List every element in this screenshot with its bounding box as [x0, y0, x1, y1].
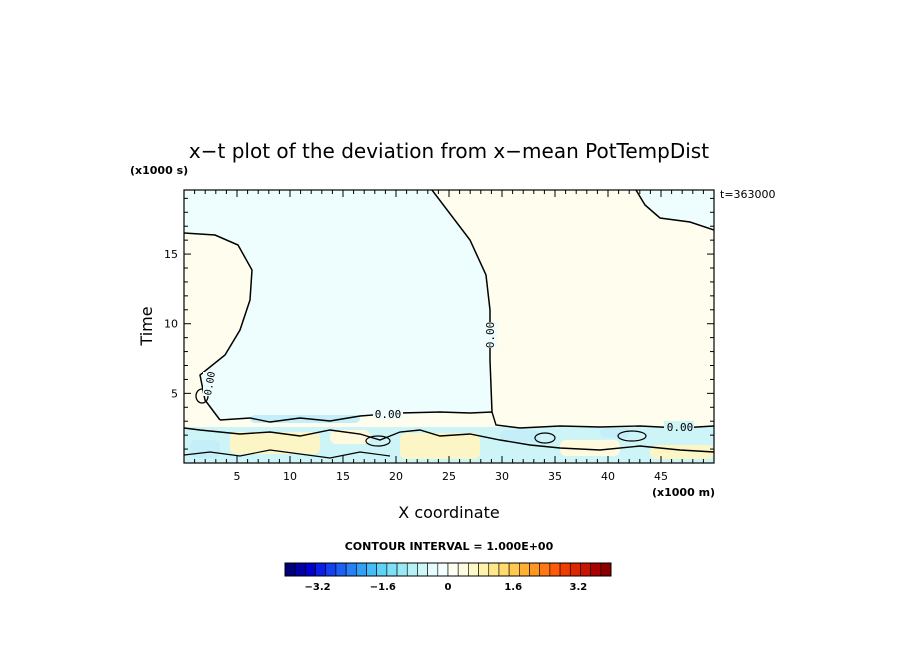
x-unit-label: (x1000 m) [652, 486, 715, 499]
band-patch [560, 440, 620, 456]
contour-label: 0.00 [375, 408, 402, 421]
y-tick-label: 15 [164, 248, 178, 261]
zero-contour-top-right [635, 190, 714, 231]
region-negative-upper-right [636, 190, 714, 230]
colorbar: −3.2 −1.6 0 1.6 3.2 [284, 562, 612, 593]
zero-contour-band-lower [184, 449, 391, 459]
colorbar-frame [284, 562, 612, 577]
colorbar-swatch [539, 562, 551, 577]
band-patch [500, 430, 540, 442]
band-patch [400, 433, 480, 459]
colorbar-swatch [356, 562, 367, 577]
x-tick-label: 25 [442, 470, 456, 483]
colorbar-swatch [519, 562, 530, 577]
contour-label: 0.00 [667, 421, 694, 434]
time-annotation: t=363000 [720, 188, 776, 201]
colorbar-swatch [457, 562, 469, 577]
colorbar-swatch [590, 562, 602, 577]
region-negative-upper-left [184, 190, 492, 420]
x-tick-label: 30 [495, 470, 509, 483]
colorbar-swatch [529, 562, 540, 577]
colorbar-swatch [335, 562, 347, 577]
band-patch [190, 440, 220, 458]
y-unit-label: (x1000 s) [130, 164, 188, 177]
colorbar-tick-label: −3.2 [305, 582, 331, 593]
colorbar-swatch [305, 562, 316, 577]
colorbar-swatch [294, 562, 306, 577]
colorbar-swatch [396, 562, 408, 577]
x-axis: 5 10 15 20 25 30 35 40 45 [194, 190, 704, 483]
chart-title: x−t plot of the deviation from x−mean Po… [189, 139, 709, 163]
colorbar-swatch [468, 562, 479, 577]
colorbar-swatch [284, 562, 296, 577]
colorbar-tick-label: 1.6 [504, 582, 522, 593]
colorbar-swatch [478, 562, 490, 577]
small-contour-loop-3 [617, 430, 647, 442]
colorbar-swatch [376, 562, 388, 577]
band-patch [600, 428, 630, 438]
colorbar-swatch [315, 562, 327, 577]
contour-label: 0.00 [203, 371, 218, 397]
zero-contour-left [184, 232, 253, 421]
colorbar-swatch [508, 562, 520, 577]
band-patch [230, 432, 320, 454]
colorbar-tick-label: 0 [445, 582, 452, 593]
y-tick-label: 10 [164, 318, 178, 331]
colorbar-swatch [427, 562, 439, 577]
zero-contour-center [431, 190, 493, 413]
plot-area [184, 190, 714, 463]
colorbar-swatch [498, 562, 510, 577]
contour-label: 0.00 [484, 322, 497, 349]
colorbar-swatch [600, 562, 612, 577]
x-tick-label: 40 [601, 470, 615, 483]
colorbar-tick-label: 3.2 [570, 582, 588, 593]
zero-contour-band-top [219, 411, 714, 429]
colorbar-tick-label: −1.6 [370, 582, 396, 593]
colorbar-swatch [366, 562, 377, 577]
x-tick-label: 35 [548, 470, 562, 483]
colorbar-swatch [386, 562, 398, 577]
x-tick-label: 10 [283, 470, 297, 483]
colorbar-swatch [580, 562, 591, 577]
zero-contour-band-bottom [184, 427, 714, 453]
colorbar-swatch [488, 562, 500, 577]
colorbar-swatch [345, 562, 357, 577]
y-tick-label: 5 [171, 387, 178, 400]
contour-interval-text: CONTOUR INTERVAL = 1.000E+00 [345, 540, 554, 553]
x-tick-label: 20 [389, 470, 403, 483]
y-axis: 5 10 15 [164, 197, 714, 450]
x-tick-label: 45 [654, 470, 668, 483]
colorbar-swatch [559, 562, 571, 577]
x-tick-label: 5 [234, 470, 241, 483]
colorbar-swatch [417, 562, 428, 577]
colorbar-swatch [569, 562, 581, 577]
y-axis-label: Time [137, 306, 156, 346]
colorbar-swatch [325, 562, 337, 577]
colorbar-swatch [437, 562, 449, 577]
x-tick-label: 15 [336, 470, 350, 483]
colorbar-swatch [447, 562, 459, 577]
x-axis-label: X coordinate [398, 503, 499, 522]
colorbar-swatch [549, 562, 561, 577]
small-contour-loop-4 [534, 432, 556, 444]
colorbar-swatch [406, 562, 418, 577]
small-contour-loop-2 [365, 435, 391, 447]
